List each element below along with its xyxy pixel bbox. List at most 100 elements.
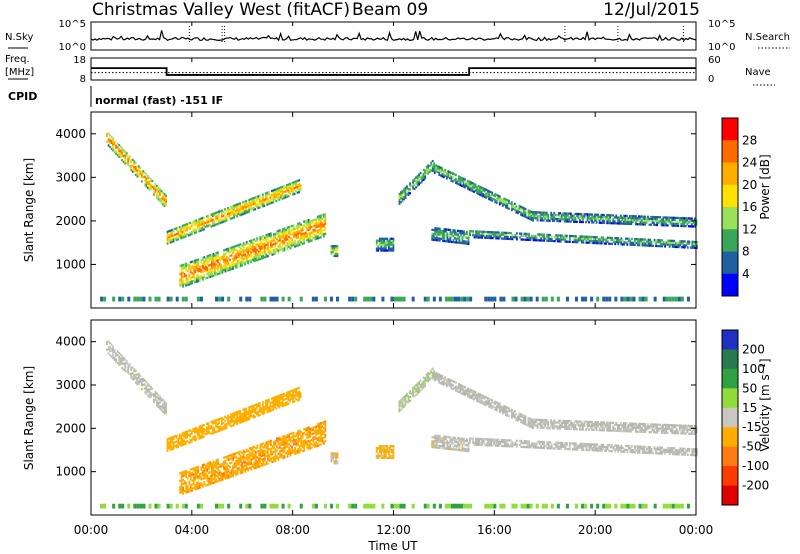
velocity-cell [276, 437, 278, 440]
power-cell [233, 204, 235, 207]
power-cell [263, 246, 266, 249]
power-cell [148, 184, 151, 187]
power-cell [137, 169, 140, 172]
power-cell [174, 237, 176, 240]
power-cell [118, 144, 121, 147]
velocity-cell [413, 385, 416, 388]
power-cell [563, 212, 566, 215]
power-cell [230, 217, 232, 220]
velocity-cell [174, 435, 176, 438]
power-cell [413, 177, 416, 181]
power-cell [198, 277, 201, 280]
velocity-cell [280, 438, 283, 441]
power-cell [178, 235, 181, 239]
velocity-cell [459, 389, 462, 392]
velocity-cell [253, 449, 256, 452]
velocity-cell [223, 466, 225, 469]
power-cell [495, 199, 498, 202]
power-cell [624, 222, 627, 225]
power-cell [478, 236, 481, 239]
power-cell [684, 225, 687, 228]
power-cell [413, 179, 416, 183]
velocity-cell [307, 443, 310, 447]
power-cell [506, 235, 509, 239]
velocity-cell [269, 403, 272, 407]
power-cell [436, 167, 439, 170]
power-cell [662, 241, 665, 244]
power-cell [645, 221, 648, 224]
power-cell [416, 180, 419, 184]
velocity-cell [195, 487, 198, 490]
power-cell [236, 256, 239, 259]
velocity-cell [169, 446, 172, 449]
power-cell [289, 246, 292, 250]
power-cell [612, 222, 615, 225]
power-cell [686, 221, 689, 224]
velocity-cell [125, 369, 128, 372]
velocity-cell [247, 469, 250, 472]
power-cell [383, 245, 386, 248]
velocity-cell [459, 387, 462, 390]
velocity-cell [251, 410, 254, 414]
power-cell [237, 212, 240, 215]
power-cell [615, 222, 618, 225]
velocity-cell [248, 406, 251, 409]
velocity-cell [251, 414, 254, 418]
power-cell [592, 217, 595, 220]
velocity-cell [215, 478, 218, 481]
power-cell [215, 217, 217, 220]
velocity-cell [192, 473, 195, 476]
noise-left-tick-top: 10^5 [59, 19, 86, 30]
power-cell [189, 270, 192, 274]
power-cell [659, 245, 662, 248]
power-cell [488, 196, 491, 199]
power-cell [544, 211, 547, 214]
power-cell [243, 202, 246, 205]
power-cell [477, 192, 480, 196]
velocity-cell [257, 459, 260, 462]
velocity-cell [521, 419, 524, 422]
velocity-cell [204, 472, 207, 475]
power-cell [236, 261, 239, 265]
power-cell [480, 190, 483, 193]
power-cell [483, 195, 486, 199]
power-cell [433, 162, 436, 165]
velocity-cell [188, 482, 191, 485]
power-cell [438, 233, 441, 236]
power-cell [532, 216, 534, 220]
power-cell [668, 239, 671, 242]
power-cell [434, 238, 437, 242]
power-cell [433, 164, 436, 167]
power-cell [216, 217, 219, 220]
velocity-cell [480, 396, 483, 399]
power-cell [324, 212, 327, 216]
velocity-cell [288, 443, 290, 446]
velocity-cell [236, 469, 239, 472]
power-cell [183, 275, 186, 278]
power-cell [203, 275, 206, 279]
velocity-cell [169, 440, 172, 444]
velocity-cell [198, 472, 201, 476]
power-cell [292, 181, 294, 184]
power-cell [500, 201, 503, 205]
velocity-cell [295, 434, 298, 437]
power-cell [640, 240, 642, 243]
power-cell [162, 195, 164, 198]
power-cell [521, 212, 524, 215]
power-cell [507, 201, 510, 204]
power-cell [121, 149, 124, 152]
power-cell [266, 243, 269, 246]
power-cell [115, 150, 118, 153]
power-cell [431, 169, 434, 173]
power-cell [547, 215, 550, 218]
power-cell [437, 229, 440, 232]
power-cell [468, 188, 471, 191]
power-cell [159, 188, 161, 191]
power-cell [248, 249, 251, 253]
power-cell [562, 212, 565, 215]
power-cell [285, 230, 287, 234]
velocity-cell [258, 404, 261, 407]
power-cell [617, 237, 620, 240]
velocity-cell [312, 436, 315, 439]
velocity-cell [254, 456, 257, 460]
